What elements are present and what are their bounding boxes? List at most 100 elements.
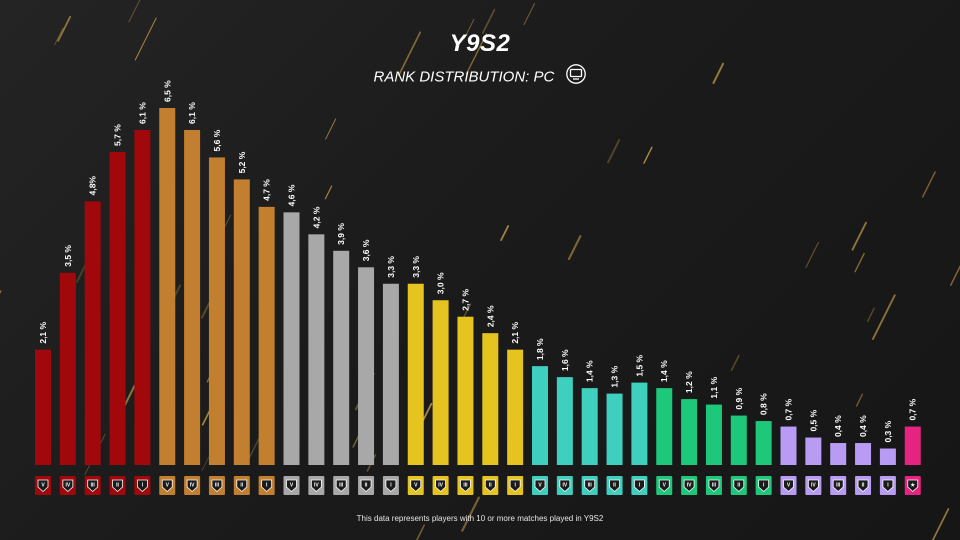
bar-emerald (681, 399, 698, 465)
bar-value-label: 1,1 % (709, 376, 719, 398)
bar-value-label: 3,0 % (436, 272, 446, 294)
bar-value-label: 6,1 % (137, 102, 147, 124)
rank-badge-icon: I (382, 476, 399, 495)
background-streak (871, 294, 896, 340)
rank-badge-label: III (588, 483, 593, 489)
background-streak (712, 62, 725, 85)
bar-value-label: 1,4 % (659, 360, 669, 382)
rank-badge-label: III (91, 483, 96, 489)
subtitle-text: RANK DISTRIBUTION: PC (373, 68, 555, 86)
bar-copper (134, 129, 151, 465)
bar-value-label: 0,5 % (808, 409, 818, 431)
background-streak (500, 225, 510, 242)
bar-bronze (233, 179, 250, 465)
background-streak (643, 146, 653, 164)
rank-badge-label: II (489, 483, 492, 489)
bar-value-label: 5,2 % (237, 151, 247, 173)
rank-badge-label: IV (190, 483, 195, 489)
rank-badge-label: I (142, 483, 144, 489)
footnote: This data represents players with 10 or … (356, 514, 604, 523)
background-streak (461, 496, 480, 532)
bar-diamond (780, 426, 797, 465)
rank-badge-label: I (639, 483, 641, 489)
rank-badge-icon: IV (432, 476, 449, 495)
bar-silver (333, 250, 350, 465)
rank-badge-label: IV (687, 483, 692, 489)
rank-badge-label: V (290, 483, 294, 489)
rank-badge-icon: III (581, 476, 598, 495)
background-streak (866, 307, 875, 322)
rank-badge-label: ★ (911, 483, 916, 489)
bar-bronze (159, 108, 176, 465)
bar-silver (382, 283, 399, 465)
rank-badge-icon: V (780, 476, 797, 495)
rank-badge-label: I (763, 483, 765, 489)
bar-platinum (631, 382, 648, 465)
rank-badge-icon: III (705, 476, 722, 495)
rank-badge-label: I (514, 483, 516, 489)
rank-badge-icon: V (35, 476, 51, 495)
bar-value-label: 4,2 % (311, 206, 321, 228)
background-streak (567, 235, 582, 261)
chart-subtitle: RANK DISTRIBUTION: PC (0, 64, 960, 91)
background-streak (851, 221, 867, 251)
bar-value-label: 2,4 % (485, 305, 495, 327)
rank-badge-label: II (116, 483, 119, 489)
rank-badge-icon: V (407, 476, 424, 495)
bar-value-label: 0,4 % (858, 415, 868, 437)
bar-silver (308, 234, 325, 465)
bar-copper (109, 151, 126, 465)
background-streak (481, 8, 496, 34)
rank-badge-label: III (712, 483, 717, 489)
background-streak (805, 241, 819, 268)
rank-badge-icon: IV (59, 476, 76, 495)
rank-badge-icon: II (855, 476, 872, 495)
bar-value-label: 6,5 % (162, 80, 172, 102)
rank-badge-icon: III (208, 476, 225, 495)
rank-badge-label: III (339, 483, 344, 489)
background-streak (57, 15, 72, 42)
rank-badge-icon: IV (184, 476, 201, 495)
rank-badge-label: I (887, 483, 889, 489)
rank-badge-icon: II (109, 476, 126, 495)
rank-badge-icon: II (730, 476, 747, 495)
background-streak (854, 252, 865, 273)
background-streak (415, 524, 426, 540)
bar-silver (283, 212, 300, 465)
bar-diamond (805, 437, 822, 465)
rank-badge-label: III (836, 483, 841, 489)
rank-badge-icon: III (84, 476, 101, 495)
bar-copper (59, 272, 76, 465)
rank-badge-label: IV (65, 483, 70, 489)
background-streak (54, 27, 64, 46)
bar-platinum (556, 377, 573, 465)
bar-value-label: 5,7 % (113, 124, 123, 146)
bar-value-label: 0,3 % (883, 420, 893, 442)
background-streak (607, 139, 621, 164)
bar-emerald (730, 415, 747, 465)
bar-gold (457, 316, 474, 465)
background-streak (397, 31, 422, 77)
bar-value-label: 1,3 % (610, 365, 620, 387)
bar-value-label: 3,3 % (386, 256, 396, 278)
bar-copper (35, 349, 51, 465)
bar-value-label: 2,7 % (460, 289, 470, 311)
rank-badge-label: I (266, 483, 268, 489)
bar-value-label: 4,8% (88, 176, 98, 196)
background-streak (950, 265, 960, 286)
bar-value-label: 2,1 % (38, 321, 48, 343)
background-streak (201, 454, 211, 472)
bar-bronze (184, 129, 201, 465)
rank-badge-label: V (166, 483, 170, 489)
bar-gold (432, 300, 449, 465)
rank-badge-icon: V (283, 476, 300, 495)
rank-badge-icon: V (656, 476, 673, 495)
bar-value-label: 0,9 % (734, 387, 744, 409)
bar-value-label: 1,6 % (560, 349, 570, 371)
rank-badge-label: II (613, 483, 616, 489)
rank-badge-icon: IV (308, 476, 325, 495)
rank-badge-icon: III (830, 476, 847, 495)
bar-value-label: 6,1 % (187, 102, 197, 124)
rank-badge-icon: V (159, 476, 176, 495)
